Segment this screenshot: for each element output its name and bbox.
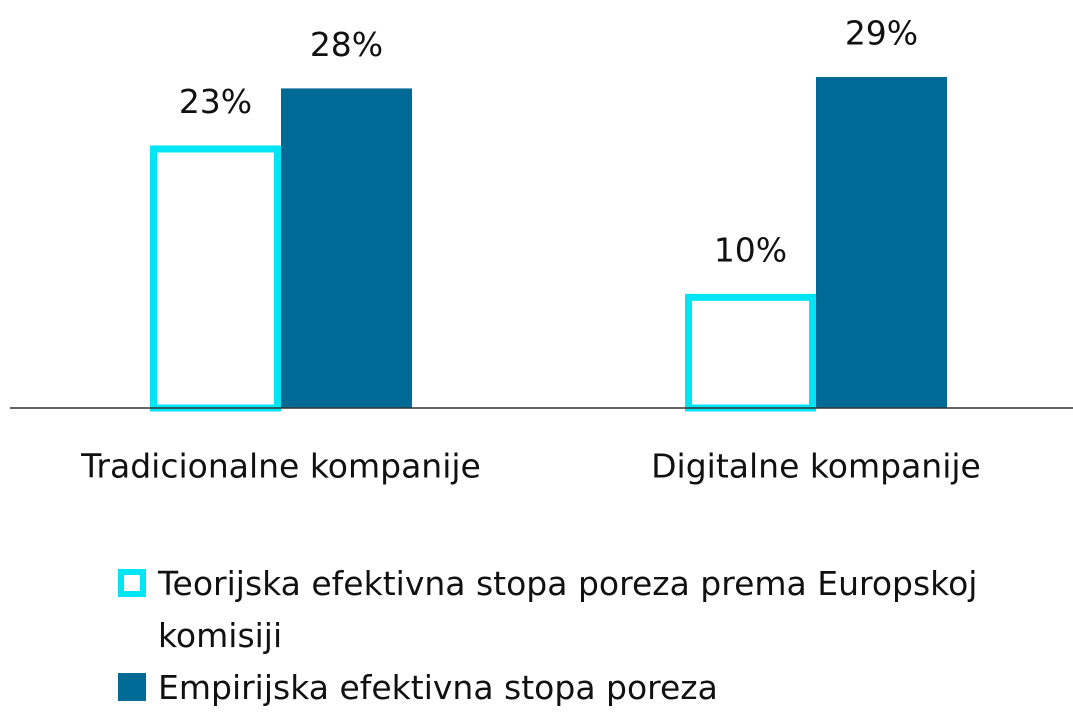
data-label: 23% bbox=[179, 82, 252, 121]
legend-swatch bbox=[118, 569, 146, 597]
bar bbox=[816, 77, 947, 408]
legend-swatch bbox=[118, 673, 146, 701]
data-label: 10% bbox=[714, 230, 787, 269]
chart: Tradicionalne kompanije 23% 28% Digitalne k… bbox=[10, 14, 1073, 486]
data-label: 28% bbox=[310, 25, 383, 64]
bar bbox=[281, 88, 412, 409]
legend-label: Empirijska efektivna stopa poreza bbox=[158, 668, 718, 707]
bar bbox=[685, 293, 816, 412]
legend-item: Empirijska efektivna stopa poreza bbox=[118, 662, 1018, 714]
x-tick-label: Digitalne kompanije bbox=[651, 447, 981, 486]
data-label: 29% bbox=[845, 14, 918, 53]
legend-label: Teorijska efektivna stopa poreza prema E… bbox=[158, 564, 978, 655]
x-tick-label: Tradicionalne kompanije bbox=[80, 447, 481, 486]
bar bbox=[150, 145, 281, 412]
legend-item: Teorijska efektivna stopa poreza prema E… bbox=[118, 558, 1018, 662]
legend: Teorijska efektivna stopa poreza prema E… bbox=[118, 558, 1018, 714]
